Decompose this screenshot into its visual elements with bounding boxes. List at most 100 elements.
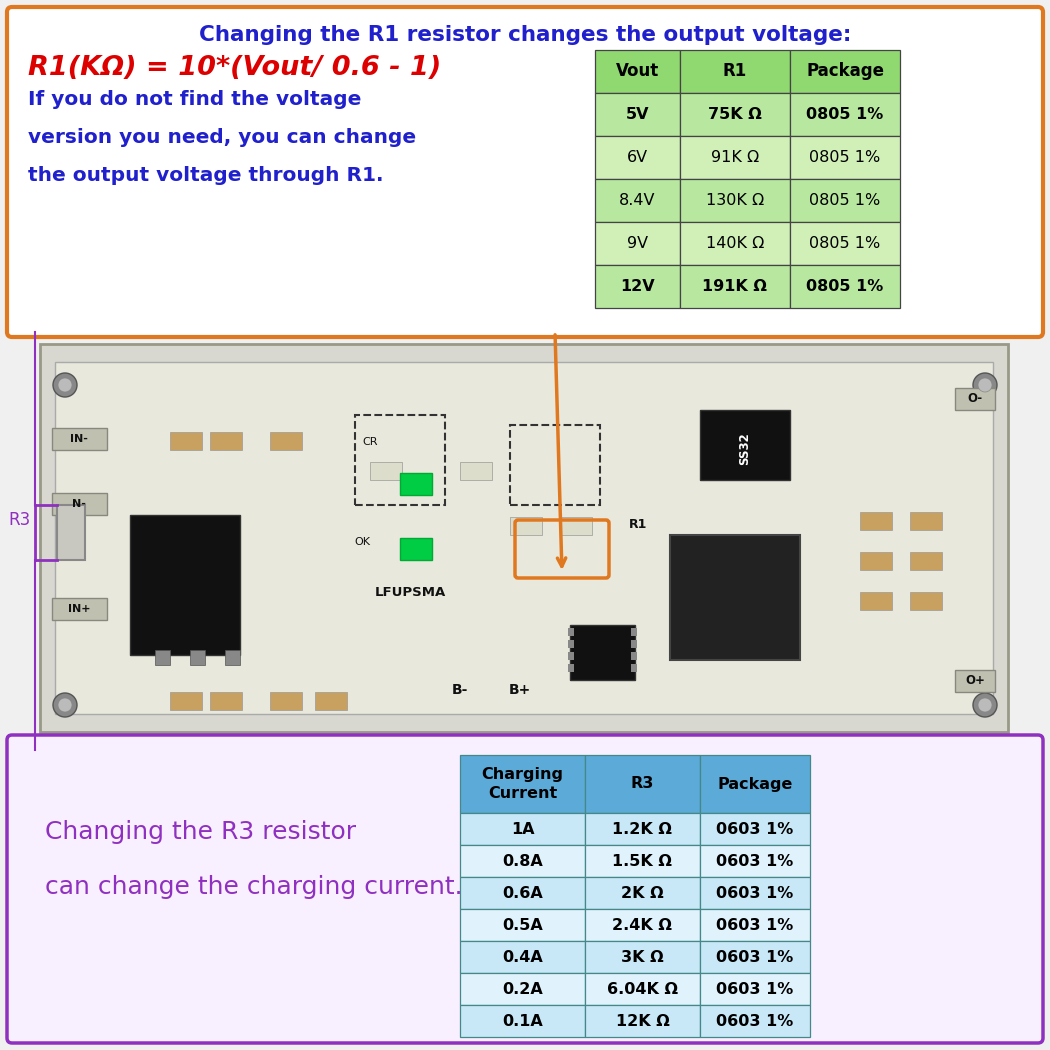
Bar	[210, 432, 242, 450]
Text: 8.4V: 8.4V	[620, 193, 656, 208]
Text: Package: Package	[806, 63, 884, 81]
Bar	[585, 909, 700, 941]
Bar	[700, 973, 810, 1005]
Text: OK: OK	[354, 537, 370, 547]
Bar	[40, 344, 1008, 732]
Bar	[700, 1005, 810, 1037]
Bar	[670, 536, 800, 660]
Bar	[631, 652, 637, 660]
Text: 0805 1%: 0805 1%	[810, 193, 881, 208]
Bar	[631, 664, 637, 672]
Text: can change the charging current.: can change the charging current.	[45, 875, 463, 899]
Bar	[460, 755, 585, 813]
Bar	[370, 462, 402, 480]
Text: 0.1A: 0.1A	[502, 1013, 543, 1029]
Bar	[860, 512, 892, 530]
Text: 1.2K Ω: 1.2K Ω	[612, 821, 672, 837]
Bar	[585, 813, 700, 845]
Bar	[315, 692, 346, 710]
Bar	[680, 265, 790, 308]
Text: 0.6A: 0.6A	[502, 885, 543, 901]
Bar	[956, 670, 995, 692]
Bar	[225, 650, 240, 665]
Text: IN+: IN+	[68, 604, 90, 614]
Text: 91K Ω: 91K Ω	[711, 150, 759, 165]
Bar	[680, 50, 790, 93]
Bar	[700, 410, 790, 480]
Text: version you need, you can change: version you need, you can change	[28, 128, 416, 147]
Text: R1(KΩ) = 10*(Vout/ 0.6 - 1): R1(KΩ) = 10*(Vout/ 0.6 - 1)	[28, 55, 441, 81]
Text: Vout: Vout	[616, 63, 659, 81]
Circle shape	[973, 693, 997, 717]
Text: O-: O-	[967, 393, 983, 405]
Bar	[460, 973, 585, 1005]
Text: 0805 1%: 0805 1%	[810, 236, 881, 251]
Bar	[460, 462, 492, 480]
Bar	[585, 845, 700, 877]
Bar	[595, 136, 680, 178]
Text: 5V: 5V	[626, 107, 649, 122]
Text: 0603 1%: 0603 1%	[716, 854, 794, 868]
Bar	[595, 222, 680, 265]
Text: 0.8A: 0.8A	[502, 854, 543, 868]
FancyBboxPatch shape	[7, 7, 1043, 337]
Bar	[631, 628, 637, 636]
Bar	[568, 652, 574, 660]
Bar	[790, 178, 900, 222]
Bar	[155, 650, 170, 665]
Text: R1: R1	[629, 519, 647, 531]
Text: 0.5A: 0.5A	[502, 918, 543, 932]
Text: 9V: 9V	[627, 236, 648, 251]
Bar	[700, 813, 810, 845]
Circle shape	[58, 698, 72, 712]
Text: 191K Ω: 191K Ω	[702, 279, 768, 294]
Bar	[700, 755, 810, 813]
Text: 0603 1%: 0603 1%	[716, 821, 794, 837]
Text: Charging
Current: Charging Current	[482, 768, 564, 801]
Bar	[170, 432, 202, 450]
Text: 0805 1%: 0805 1%	[810, 150, 881, 165]
Bar	[190, 650, 205, 665]
Bar	[585, 755, 700, 813]
Bar	[700, 845, 810, 877]
Bar	[595, 265, 680, 308]
Text: R3: R3	[631, 777, 654, 792]
Bar	[631, 640, 637, 648]
Bar	[400, 538, 432, 560]
Text: 3K Ω: 3K Ω	[622, 949, 664, 965]
Bar	[790, 265, 900, 308]
Circle shape	[978, 378, 992, 392]
Bar	[57, 505, 85, 560]
Bar	[680, 93, 790, 136]
Text: IN-: IN-	[70, 434, 88, 444]
Text: 1A: 1A	[510, 821, 534, 837]
Text: O+: O+	[965, 674, 985, 688]
Circle shape	[58, 378, 72, 392]
Text: 6.04K Ω: 6.04K Ω	[607, 982, 678, 996]
Text: 1.5K Ω: 1.5K Ω	[612, 854, 672, 868]
Bar	[270, 432, 302, 450]
Circle shape	[52, 373, 77, 397]
Bar	[790, 136, 900, 178]
Circle shape	[52, 693, 77, 717]
Bar	[680, 136, 790, 178]
Text: 12K Ω: 12K Ω	[615, 1013, 670, 1029]
Text: 2.4K Ω: 2.4K Ω	[612, 918, 672, 932]
Bar	[55, 362, 993, 714]
Bar	[570, 625, 635, 680]
Bar	[460, 845, 585, 877]
Circle shape	[978, 698, 992, 712]
Text: LFUPSMA: LFUPSMA	[375, 586, 445, 598]
Bar	[460, 877, 585, 909]
Bar	[680, 222, 790, 265]
Bar	[910, 512, 942, 530]
Text: 0603 1%: 0603 1%	[716, 982, 794, 996]
Bar	[130, 514, 240, 655]
Text: 0603 1%: 0603 1%	[716, 885, 794, 901]
Bar	[790, 93, 900, 136]
Text: 0805 1%: 0805 1%	[806, 279, 884, 294]
Bar	[355, 415, 445, 505]
Bar	[510, 517, 542, 536]
Text: Changing the R3 resistor: Changing the R3 resistor	[45, 820, 356, 844]
Text: Changing the R1 resistor changes the output voltage:: Changing the R1 resistor changes the out…	[198, 25, 852, 45]
